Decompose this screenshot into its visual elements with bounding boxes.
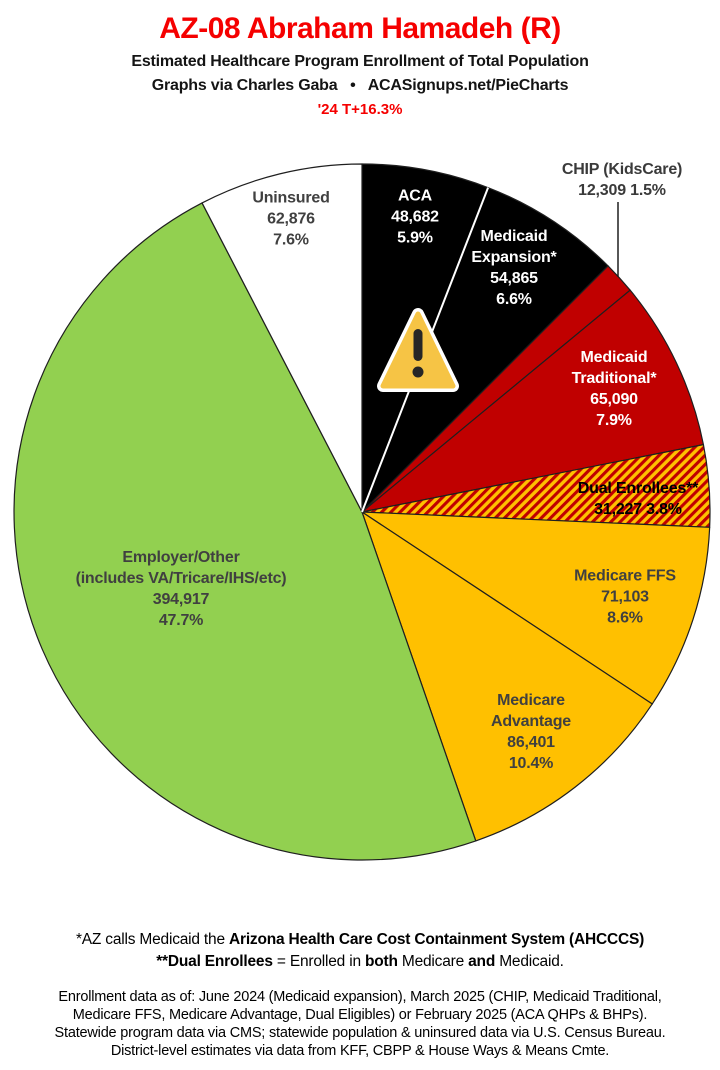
- slice-label-line: 12,309 1.5%: [578, 182, 666, 199]
- footnote-text-run: both: [364, 953, 398, 970]
- footnote-text-run: Medicaid.: [495, 953, 564, 970]
- warning-icon: [377, 308, 459, 392]
- slice-label-line: (includes VA/Tricare/IHS/etc): [75, 570, 287, 587]
- footnote-text-run: Medicare: [397, 953, 469, 970]
- footnote-ahcccs: *AZ calls Medicaid the Arizona Health Ca…: [0, 931, 720, 949]
- slice-label-line: Medicare FFS: [574, 567, 676, 585]
- pie-slice-medicaid-expansion: [361, 187, 609, 513]
- slice-label-medicare-ffs: Medicare FFS 71,103 8.6%: [574, 566, 676, 629]
- slice-label-chip-kidscare: CHIP (KidsCare) 12,309 1.5%: [562, 159, 682, 201]
- pie-slice-uninsured: [201, 163, 363, 513]
- slice-label-line: 54,865: [490, 270, 538, 287]
- trend-line: '24 T+16.3%: [317, 101, 403, 118]
- source-notes: Enrollment data as of: June 2024 (Medica…: [0, 988, 720, 1060]
- chart-subtitle: Estimated Healthcare Program Enrollment …: [131, 53, 589, 70]
- slice-label-line: ACA: [397, 187, 433, 205]
- footnote-text-run: Arizona Health Care Cost Containment Sys…: [229, 931, 645, 948]
- footnote-dual-enrollees: **Dual Enrollees = Enrolled in both Medi…: [0, 953, 720, 971]
- source-line: Medicare FFS, Medicare Advantage, Dual E…: [72, 1007, 648, 1023]
- slice-label-line: 31,227 3.8%: [594, 501, 682, 518]
- slice-label-line: Medicaid: [580, 349, 648, 366]
- slice-label-aca: ACA 48,682 5.9%: [391, 186, 439, 249]
- slice-label-dual-enrollees: Dual Enrollees** 31,227 3.8%: [577, 478, 699, 520]
- page-title: AZ-08 Abraham Hamadeh (R): [159, 12, 561, 45]
- slice-label-medicare-advantage: Medicare Advantage 86,401 10.4%: [491, 690, 571, 774]
- slice-label-uninsured: Uninsured 62,876 7.6%: [252, 188, 330, 251]
- slice-label-line: 7.9%: [596, 412, 632, 429]
- slice-label-line: 10.4%: [508, 755, 554, 772]
- pie-slice-medicare-advantage: [361, 511, 653, 842]
- footnote-text-run: *AZ calls Medicaid the: [75, 931, 229, 948]
- footnote-text-run: **Dual Enrollees: [156, 953, 273, 970]
- slice-label-line: Uninsured: [252, 189, 330, 207]
- slice-label-line: 6.6%: [496, 291, 532, 308]
- slice-label-line: Medicare: [497, 692, 565, 709]
- slice-label-line: 7.6%: [273, 231, 309, 249]
- footnote-text-run: and: [468, 953, 496, 970]
- pie-slice-medicare-ffs: [361, 511, 711, 705]
- slice-label-line: 5.9%: [397, 229, 433, 247]
- slice-label-line: 8.6%: [607, 609, 643, 627]
- slice-label-line: Advantage: [491, 713, 571, 730]
- credit-line: Graphs via Charles Gaba • ACASignups.net…: [151, 77, 569, 94]
- slice-label-medicaid-traditional: Medicaid Traditional* 65,090 7.9%: [572, 347, 657, 431]
- slice-label-line: Traditional*: [571, 370, 657, 387]
- source-line: Statewide program data via CMS; statewid…: [54, 1025, 666, 1041]
- pie-slice-employer-other: [13, 202, 477, 861]
- slice-label-line: Expansion*: [471, 249, 557, 266]
- source-line: Enrollment data as of: June 2024 (Medica…: [58, 989, 662, 1005]
- slice-label-employer-other: Employer/Other (includes VA/Tricare/IHS/e…: [76, 547, 287, 631]
- slice-label-line: 86,401: [507, 734, 555, 751]
- slice-label-line: 48,682: [391, 208, 439, 226]
- footnote-text-run: = Enrolled in: [272, 953, 365, 970]
- slice-label-line: 71,103: [601, 588, 649, 606]
- source-line: District-level estimates via data from K…: [110, 1043, 610, 1059]
- slice-label-line: Employer/Other: [122, 549, 240, 566]
- slice-label-line: Medicaid: [480, 228, 548, 245]
- slice-label-line: Dual Enrollees**: [577, 480, 699, 497]
- slice-label-line: 62,876: [267, 210, 315, 228]
- slice-label-medicaid-expansion: Medicaid Expansion* 54,865 6.6%: [471, 226, 556, 310]
- slice-label-line: 47.7%: [158, 612, 204, 629]
- slice-label-line: 394,917: [152, 591, 210, 608]
- pie-slice-medicaid-traditional: [361, 289, 705, 513]
- slice-label-line: CHIP (KidsCare): [561, 161, 683, 178]
- slice-label-line: 65,090: [590, 391, 638, 408]
